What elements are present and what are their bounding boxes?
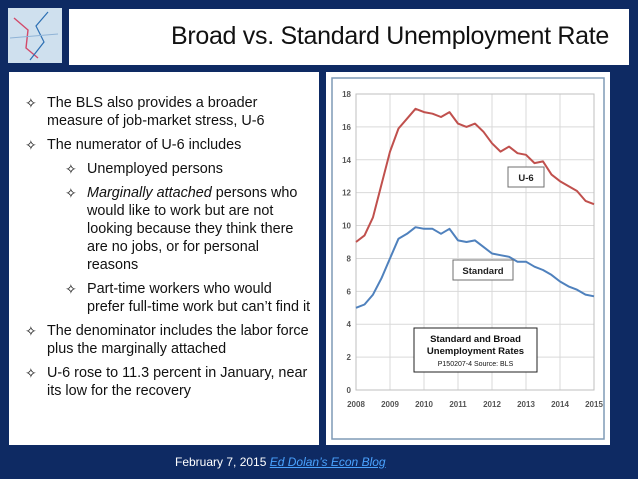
y-tick-label: 0 [347, 386, 352, 395]
x-tick-label: 2010 [415, 400, 433, 409]
x-tick-label: 2013 [517, 400, 535, 409]
footer: February 7, 2015 Ed Dolan’s Econ Blog [175, 455, 386, 469]
chart-frame [331, 77, 605, 440]
title-bar: Broad vs. Standard Unemployment Rate [69, 9, 629, 65]
chart-grid [355, 93, 595, 391]
chart-title-line2: Unemployment Rates [427, 346, 524, 357]
y-tick-label: 4 [347, 320, 352, 329]
y-tick-label: 14 [342, 156, 351, 165]
x-tick-label: 2011 [449, 400, 467, 409]
chart-title-box: Standard and Broad Unemployment Rates P1… [413, 327, 538, 373]
star-bullet-icon: ✧ [25, 365, 37, 381]
x-tick-label: 2008 [347, 400, 365, 409]
y-tick-label: 10 [342, 222, 351, 231]
bullet-panel: ✧ The BLS also provides a broader measure… [9, 72, 319, 445]
y-tick-label: 2 [347, 353, 352, 362]
chart-title-line1: Standard and Broad [430, 334, 521, 345]
unemployment-chart: 0 2 4 6 8 10 12 14 16 18 2008 2009 2010 2011 2012 2013… [331, 77, 605, 440]
star-bullet-icon: ✧ [65, 185, 77, 201]
series-line-u-6 [355, 107, 595, 243]
chart-panel: 0 2 4 6 8 10 12 14 16 18 2008 2009 2010 2011 2012 2013… [326, 72, 610, 445]
x-tick-labels: 2008 2009 2010 2011 2012 2013 2014 2015 [347, 400, 603, 409]
series-lines [355, 107, 595, 309]
x-tick-label: 2014 [551, 400, 569, 409]
x-tick-label: 2012 [483, 400, 501, 409]
sub-bullet-item: ✧ Marginally attached persons who would l… [65, 185, 298, 273]
x-tick-label: 2009 [381, 400, 399, 409]
sub-bullet-item: ✧ Unemployed persons [65, 161, 223, 177]
u6-label: U-6 [518, 173, 533, 184]
y-tick-labels: 0 2 4 6 8 10 12 14 16 18 [342, 90, 351, 395]
u6-label-box: U-6 [507, 166, 545, 188]
map-logo-icon [8, 8, 62, 63]
y-tick-label: 16 [342, 123, 351, 132]
star-bullet-icon: ✧ [65, 161, 77, 177]
y-tick-label: 12 [342, 189, 351, 198]
slide-title: Broad vs. Standard Unemployment Rate [170, 22, 609, 50]
bullet-item: ✧ The denominator includes the labor forc… [25, 323, 309, 357]
standard-label: Standard [462, 266, 503, 277]
chart-subtitle: P150207-4 Source: BLS [438, 361, 514, 368]
series-line-standard [355, 226, 595, 309]
bullet-list: ✧ The BLS also provides a broader measure… [9, 72, 319, 400]
star-bullet-icon: ✧ [25, 95, 37, 111]
standard-label-box: Standard [452, 259, 514, 281]
star-bullet-icon: ✧ [65, 281, 77, 297]
sub-bullet-list: ✧ Unemployed persons ✧ Marginally attached… [47, 154, 313, 316]
bullet-item: ✧ U-6 rose to 11.3 percent in January, ne… [25, 365, 308, 399]
star-bullet-icon: ✧ [25, 323, 37, 339]
x-tick-label: 2015 [585, 400, 603, 409]
blog-link[interactable]: Ed Dolan’s Econ Blog [269, 455, 386, 469]
footer-date: February 7, 2015 [175, 455, 267, 469]
y-tick-label: 8 [347, 254, 352, 263]
bullet-item: ✧ The numerator of U-6 includes ✧ Unemploy… [25, 136, 313, 316]
bullet-item: ✧ The BLS also provides a broader measure… [25, 95, 265, 129]
sub-bullet-item: ✧ Part-time workers who would prefer full… [65, 281, 311, 315]
star-bullet-icon: ✧ [25, 137, 37, 153]
blog-logo [8, 8, 62, 63]
y-tick-label: 6 [347, 287, 352, 296]
y-tick-label: 18 [342, 90, 351, 99]
